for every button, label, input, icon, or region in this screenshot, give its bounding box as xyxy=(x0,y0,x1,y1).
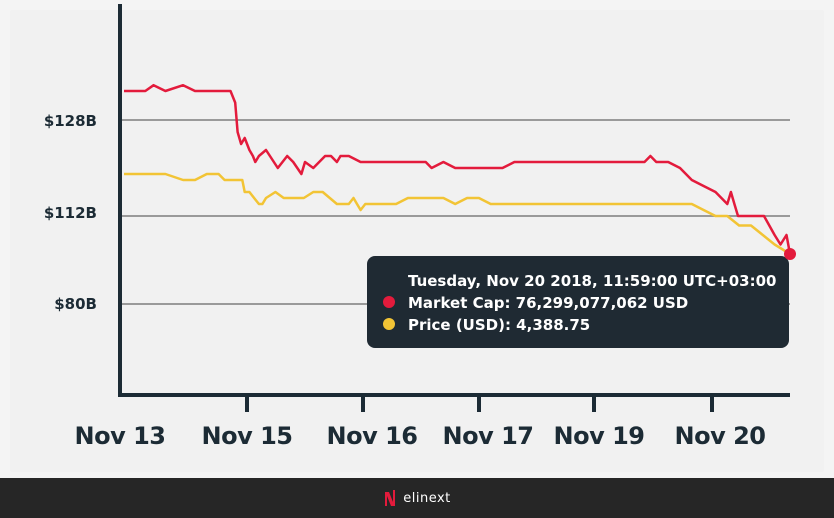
x-tick-label: Nov 15 xyxy=(202,422,293,450)
hover-marker xyxy=(784,248,796,260)
brand-name: elinext xyxy=(403,490,451,506)
y-tick-label: $80B xyxy=(54,295,97,313)
x-tick-label: Nov 17 xyxy=(443,422,534,450)
tooltip-box xyxy=(367,256,789,348)
x-tick-label: Nov 16 xyxy=(327,422,418,450)
price-line xyxy=(124,172,791,256)
tooltip-market-cap-dot xyxy=(383,296,395,308)
series-layer xyxy=(124,83,792,256)
tooltip-market-cap: Market Cap: 76,299,077,062 USD xyxy=(408,294,688,312)
tooltip: Tuesday, Nov 20 2018, 11:59:00 UTC+03:00… xyxy=(367,256,789,348)
tooltip-price: Price (USD): 4,388.75 xyxy=(408,316,590,334)
x-tick-label: Nov 13 xyxy=(75,422,166,450)
chart-background xyxy=(10,10,824,472)
x-tick-label: Nov 20 xyxy=(675,422,766,450)
y-tick-label: $128B xyxy=(44,112,97,130)
tooltip-price-dot xyxy=(383,318,395,330)
brand: elinext xyxy=(383,488,451,508)
elinext-logo-icon xyxy=(385,490,396,506)
market-chart: $128B $112B $80B Nov 13 Nov 15 Nov 16 No… xyxy=(10,4,824,472)
market-cap-line xyxy=(124,83,792,255)
x-tick-label: Nov 19 xyxy=(554,422,645,450)
y-tick-label: $112B xyxy=(44,204,97,222)
footer-bar: elinext xyxy=(0,478,834,518)
tooltip-date: Tuesday, Nov 20 2018, 11:59:00 UTC+03:00 xyxy=(408,272,777,290)
